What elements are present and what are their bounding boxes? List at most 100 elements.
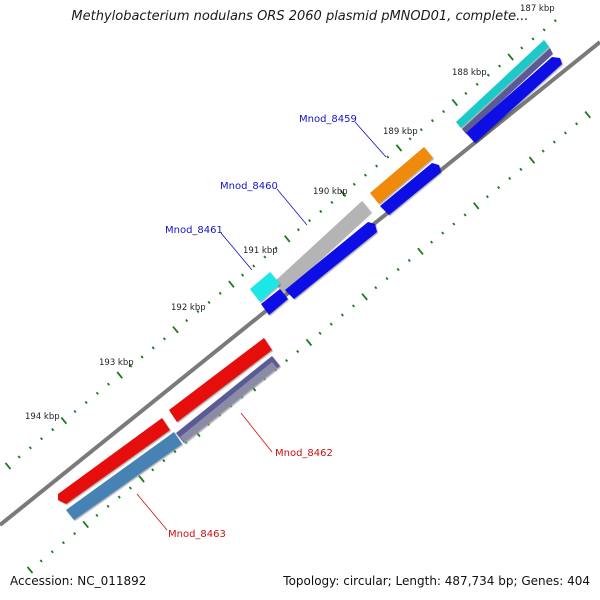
minor-tick xyxy=(485,195,489,199)
minor-tick xyxy=(51,428,55,432)
minor-tick xyxy=(430,119,434,123)
genome-summary-text: Topology: circular; Length: 487,734 bp; … xyxy=(283,574,590,588)
major-tick xyxy=(361,293,368,301)
minor-tick xyxy=(396,267,400,272)
minor-tick xyxy=(375,164,379,168)
accession-text: Accession: NC_011892 xyxy=(10,574,147,588)
minor-tick xyxy=(39,437,44,441)
minor-tick xyxy=(296,228,300,232)
minor-tick xyxy=(430,240,434,244)
minor-tick xyxy=(318,331,322,335)
minor-tick xyxy=(274,246,278,250)
minor-tick xyxy=(497,186,501,190)
minor-tick xyxy=(61,541,65,545)
major-tick xyxy=(4,462,12,470)
major-tick xyxy=(451,98,459,107)
minor-tick xyxy=(151,468,155,472)
minor-tick xyxy=(28,446,32,450)
minor-tick xyxy=(330,200,334,205)
minor-tick xyxy=(185,319,189,323)
minor-tick xyxy=(173,450,177,454)
minor-tick xyxy=(73,532,77,536)
gene-labels: Mnod_8459 Mnod_8460 Mnod_8461 Mnod_8462 … xyxy=(136,114,387,540)
outer-tick-track xyxy=(4,19,557,470)
minor-tick xyxy=(319,209,323,214)
tick-label: 194 kbp xyxy=(25,412,60,422)
minor-tick xyxy=(106,504,110,508)
major-tick xyxy=(395,144,403,152)
gene-grey-8462[interactable] xyxy=(180,362,278,444)
minor-tick xyxy=(386,155,390,159)
gene-red-8462[interactable] xyxy=(169,338,272,422)
minor-tick xyxy=(296,349,300,354)
minor-tick xyxy=(162,459,166,463)
minor-tick xyxy=(351,304,356,308)
major-tick xyxy=(116,371,123,379)
minor-tick xyxy=(196,309,200,314)
gene-blue-187[interactable] xyxy=(466,57,562,143)
minor-tick xyxy=(541,149,545,153)
tick-label: 191 kbp xyxy=(243,246,278,256)
minor-tick xyxy=(241,273,245,277)
minor-tick xyxy=(575,122,579,126)
minor-tick xyxy=(363,173,367,177)
minor-tick xyxy=(519,167,523,171)
minor-tick xyxy=(520,46,524,50)
minor-tick xyxy=(263,255,267,259)
major-tick xyxy=(60,416,68,425)
minor-tick xyxy=(128,486,132,490)
minor-tick xyxy=(17,455,21,459)
major-tick xyxy=(284,235,291,243)
minor-tick xyxy=(408,137,412,141)
minor-tick xyxy=(252,264,256,268)
minor-tick xyxy=(486,73,490,77)
minor-tick xyxy=(117,495,121,499)
gene-label-mnod-8459[interactable]: Mnod_8459 xyxy=(299,114,357,125)
minor-tick xyxy=(39,559,43,563)
minor-tick xyxy=(340,313,344,317)
gene-label-mnod-8462[interactable]: Mnod_8462 xyxy=(275,448,333,459)
minor-tick xyxy=(129,364,133,368)
minor-tick xyxy=(162,337,166,341)
minor-tick xyxy=(508,176,512,181)
major-tick xyxy=(26,566,34,574)
tick-label: 193 kbp xyxy=(99,358,134,368)
minor-tick xyxy=(84,400,88,404)
minor-tick xyxy=(452,222,456,226)
minor-tick xyxy=(50,550,54,554)
gene-orange-8459[interactable] xyxy=(370,147,433,204)
minor-tick xyxy=(308,219,312,223)
gene-label-mnod-8463[interactable]: Mnod_8463 xyxy=(168,529,226,540)
gene-label-mnod-8461[interactable]: Mnod_8461 xyxy=(165,225,223,236)
minor-tick xyxy=(497,64,502,68)
minor-tick xyxy=(374,286,378,290)
minor-tick xyxy=(207,300,211,304)
minor-tick xyxy=(151,346,155,350)
map-title: Methylobacterium nodulans ORS 2060 plasm… xyxy=(71,9,529,24)
major-tick xyxy=(584,111,591,119)
gene-features xyxy=(58,40,553,504)
minor-tick xyxy=(329,322,333,326)
minor-tick xyxy=(464,91,468,95)
gene-steelblue-8463[interactable] xyxy=(66,432,182,520)
minor-tick xyxy=(73,409,77,414)
gene-blue-192[interactable] xyxy=(261,289,288,315)
tick-label: 192 kbp xyxy=(171,303,206,313)
minor-tick xyxy=(463,213,467,217)
major-tick xyxy=(138,475,145,483)
gene-label-mnod-8460[interactable]: Mnod_8460 xyxy=(220,181,278,192)
gene-grey-8460[interactable] xyxy=(274,201,371,293)
minor-tick xyxy=(407,258,411,262)
gene-red-8463[interactable] xyxy=(58,418,170,504)
gene-blue-191[interactable] xyxy=(285,222,377,299)
tick-label: 190 kbp xyxy=(313,187,348,197)
gene-features-inner xyxy=(66,57,562,520)
minor-tick xyxy=(352,182,356,186)
minor-tick xyxy=(531,37,535,41)
tick-label: 189 kbp xyxy=(383,127,418,137)
gene-slate-187[interactable] xyxy=(462,48,553,134)
gene-cyan-8461[interactable] xyxy=(250,272,280,302)
gene-blue-189[interactable] xyxy=(380,163,441,215)
gene-cyan-187[interactable] xyxy=(456,40,549,128)
